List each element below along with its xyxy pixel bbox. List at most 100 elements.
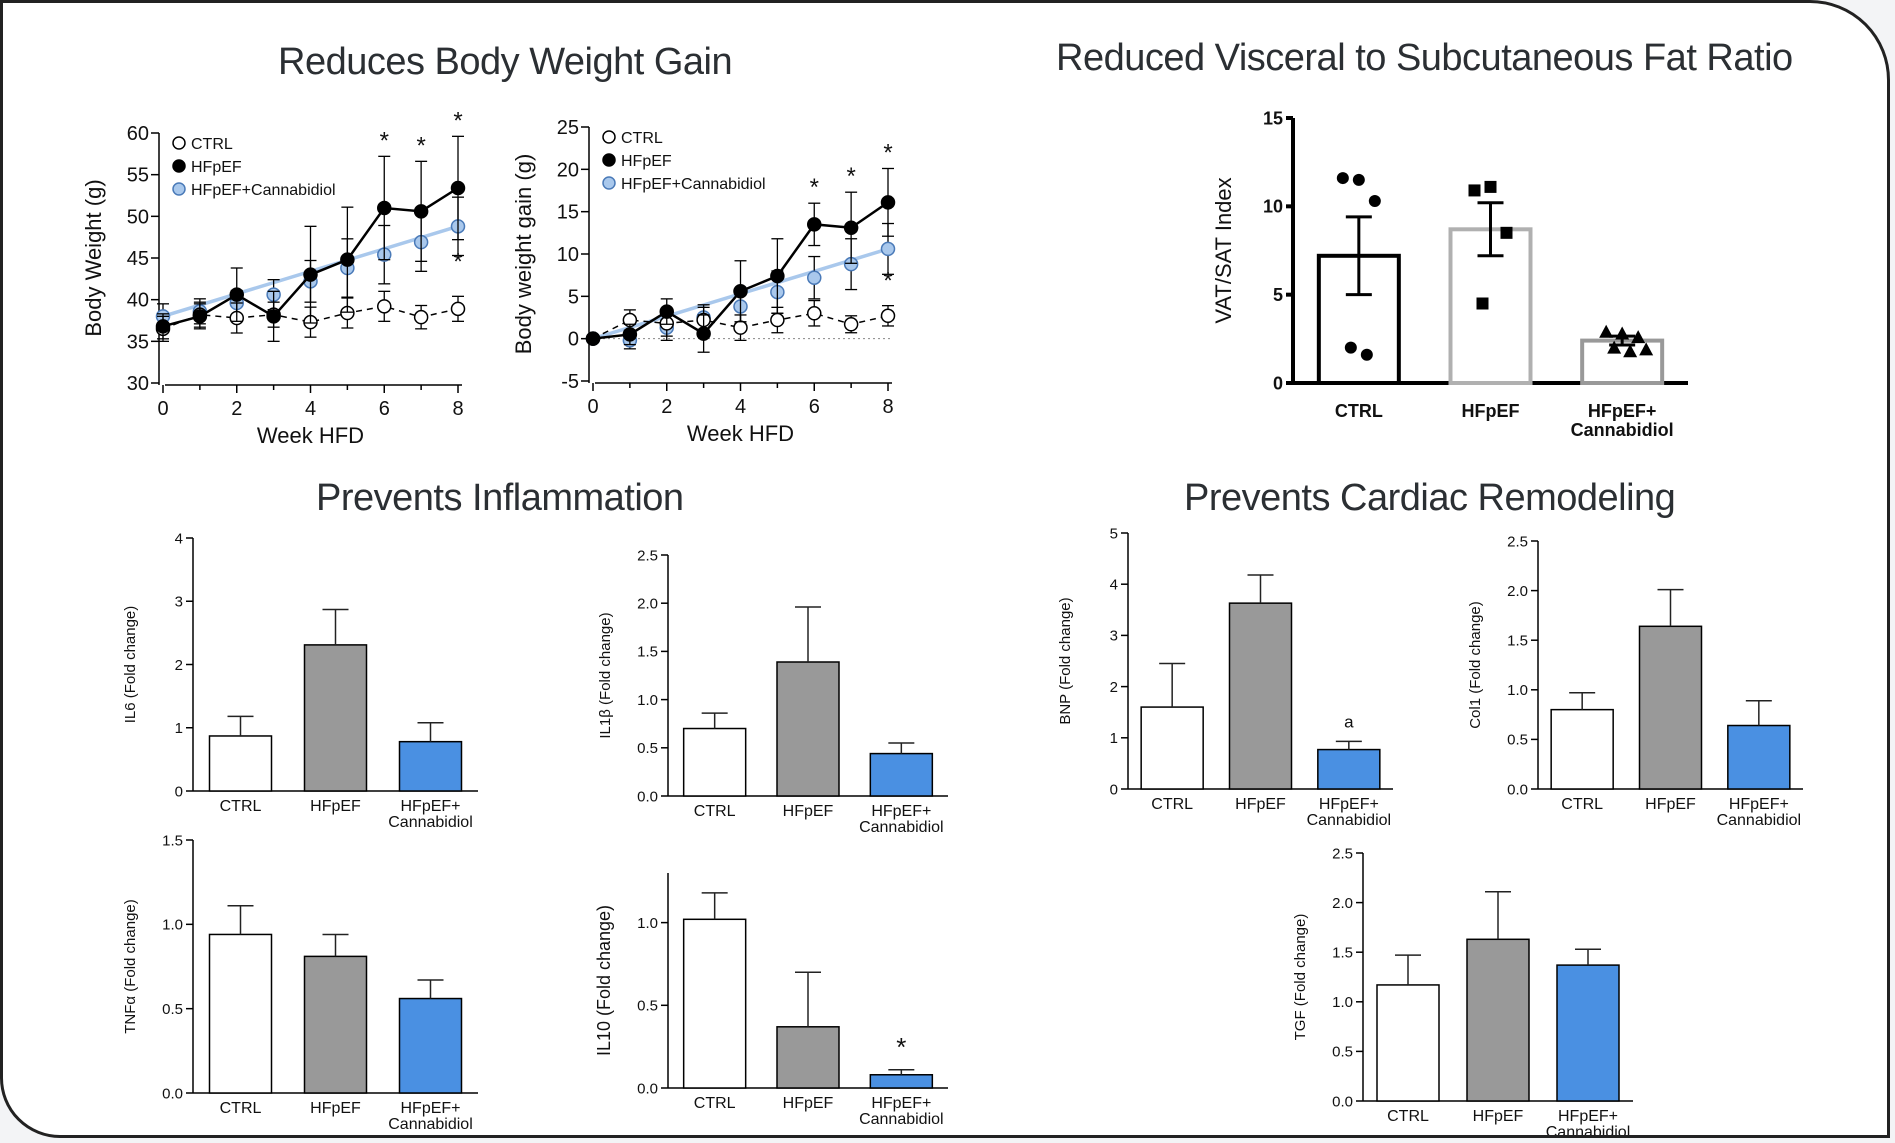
tnfa-bar: [303, 955, 368, 1094]
tnfa-category-label: CTRL: [220, 1100, 262, 1117]
vat_sat-point: [1631, 330, 1646, 344]
body_weight_gain-x-tick-label: 0: [587, 396, 598, 418]
il10-category-label: Cannabidiol: [859, 1111, 944, 1128]
bnp-y-label: BNP (Fold change): [1057, 597, 1074, 724]
col1-category-label: CTRL: [1561, 796, 1603, 813]
body_weight-x-tick-label: 8: [452, 398, 463, 420]
il1b-category-label: CTRL: [694, 803, 736, 820]
il1b-y-tick-label: 2.5: [637, 547, 658, 564]
body_weight-legend-label: HFpEF: [191, 159, 242, 176]
body_weight-annotation: *: [416, 132, 425, 159]
col1-y-tick-label: 2.0: [1507, 583, 1528, 600]
body_weight-point: [266, 309, 281, 324]
body_weight-point: [450, 301, 466, 317]
il6-bar: [208, 735, 273, 792]
col1-category-label: HFpEF+: [1729, 796, 1789, 813]
body_weight-legend-label: HFpEF+Cannabidiol: [191, 182, 336, 199]
il6-y-tick-label: 4: [175, 530, 183, 547]
il10-y-tick-label: 0.0: [637, 1080, 658, 1097]
bnp-y-tick-label: 1: [1110, 730, 1118, 747]
body_weight_gain-point: [770, 268, 785, 284]
vat_sat-y-label: VAT/SAT Index: [1211, 177, 1236, 323]
il6-y-tick-label: 0: [175, 783, 183, 800]
body_weight-annotation: *: [453, 249, 462, 276]
il6-category-label: HFpEF+: [400, 798, 460, 815]
tgf-y-tick-label: 0.0: [1332, 1093, 1353, 1110]
body_weight_gain-point: [659, 304, 674, 319]
body_weight-point: [413, 204, 429, 219]
tgf-y-tick-label: 1.5: [1332, 944, 1353, 961]
body_weight_gain-point: [585, 331, 601, 346]
body_weight-chart: 30 35 40 45 50 55 60 0 2 4 6 8 Week HFD Body Weight (…: [81, 107, 466, 448]
body_weight-y-label: Body Weight (g): [81, 179, 106, 336]
body_weight_gain-annotation: *: [883, 267, 892, 294]
body_weight-legend-marker: [172, 136, 186, 150]
il6-category-label: HFpEF: [310, 798, 361, 815]
vat_sat-category-label: HFpEF: [1462, 401, 1520, 421]
il1b-y-tick-label: 0.0: [637, 788, 658, 805]
col1-chart: 0.0 0.5 1.0 1.5 2.0 2.5 Col1 (Fold change) CTRL…: [1467, 533, 1803, 829]
tgf-y-tick-label: 2.0: [1332, 895, 1353, 912]
body_weight-x-tick-label: 6: [379, 398, 390, 420]
tgf-y-tick-label: 1.0: [1332, 994, 1353, 1011]
il1b-y-tick-label: 2.0: [637, 595, 658, 612]
il10-y-label: IL10 (Fold change): [594, 905, 614, 1056]
body_weight-point: [229, 287, 244, 302]
col1-y-tick-label: 0.0: [1507, 781, 1528, 798]
body_weight_gain-legend-marker: [602, 176, 616, 190]
body_weight-annotation: *: [380, 127, 389, 154]
il1b-bar: [776, 661, 840, 797]
bnp-bar: [1140, 706, 1204, 790]
body_weight_gain-x-label: Week HFD: [687, 421, 794, 446]
tgf-category-label: HFpEF: [1473, 1108, 1524, 1125]
body_weight-legend-label: CTRL: [191, 136, 233, 153]
vat_sat-point: [1360, 348, 1373, 361]
body_weight-point: [377, 299, 392, 314]
col1-category-label: HFpEF: [1645, 796, 1696, 813]
body_weight-y-tick-label: 40: [127, 290, 149, 312]
il1b-chart: 0.0 0.5 1.0 1.5 2.0 2.5 IL1β (Fold change) CTRL…: [597, 547, 948, 836]
vat_sat-y-tick-label: 5: [1273, 285, 1283, 305]
body_weight_gain-legend-label: HFpEF+Cannabidiol: [621, 176, 766, 193]
body_weight_gain-legend-marker: [602, 153, 616, 167]
body_weight-y-tick-label: 50: [127, 206, 149, 228]
bnp-category-label: Cannabidiol: [1307, 812, 1392, 829]
body_weight_gain-chart: -5 0 5 10 15 20 25 0 2 4 6 8 Week HFD Body weight gai…: [511, 117, 896, 446]
body_weight-legend-marker: [172, 159, 186, 173]
bnp-y-tick-label: 4: [1110, 576, 1118, 593]
body_weight-point: [192, 309, 208, 324]
body_weight-y-tick-label: 30: [127, 373, 149, 395]
bnp-y-tick-label: 2: [1110, 679, 1118, 696]
bnp-bar: [1228, 602, 1293, 790]
col1-bar: [1550, 708, 1614, 790]
vat_sat-category-label: Cannabidiol: [1571, 420, 1674, 440]
bnp-category-label: HFpEF: [1235, 796, 1286, 813]
tgf-category-label: HFpEF+: [1558, 1108, 1618, 1125]
tgf-chart: 0.0 0.5 1.0 1.5 2.0 2.5 TGF (Fold change) CTRL H…: [1292, 845, 1633, 1135]
body_weight_gain-legend-label: HFpEF: [621, 153, 672, 170]
body_weight_gain-point: [696, 326, 711, 341]
il10-category-label: HFpEF: [783, 1095, 834, 1112]
body_weight-x-tick-label: 2: [231, 398, 242, 420]
il10-chart: 0.0 0.5 1.0 IL10 (Fold change) CTRL HFpEF HFpE…: [594, 873, 948, 1128]
il1b-category-label: Cannabidiol: [859, 819, 944, 836]
col1-y-tick-label: 1.0: [1507, 682, 1528, 699]
bnp-annotation: a: [1344, 712, 1354, 731]
body_weight_gain-legend-label: CTRL: [621, 130, 663, 147]
body_weight_gain-y-tick-label: -5: [561, 371, 579, 393]
vat_sat-bar: [1580, 338, 1665, 386]
il6-bar: [303, 644, 368, 792]
tgf-bar: [1376, 984, 1440, 1102]
tnfa-category-label: Cannabidiol: [388, 1116, 473, 1133]
bnp-y-tick-label: 0: [1110, 781, 1118, 798]
vat_sat-point: [1336, 172, 1349, 185]
il6-category-label: CTRL: [220, 798, 262, 815]
body_weight-x-label: Week HFD: [257, 423, 364, 448]
vat_sat-point: [1599, 324, 1614, 338]
body_weight_gain-point: [880, 241, 896, 257]
body_weight_gain-legend-marker: [602, 130, 616, 144]
il1b-bar: [869, 752, 934, 797]
il10-y-tick-label: 0.5: [637, 998, 658, 1015]
body_weight_gain-point: [807, 217, 822, 232]
